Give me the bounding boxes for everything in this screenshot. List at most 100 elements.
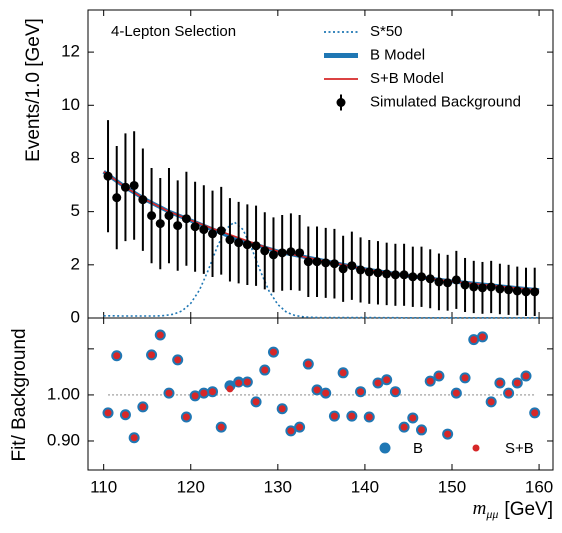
legend-label: S+B bbox=[505, 440, 534, 457]
data-point bbox=[512, 286, 522, 296]
data-point bbox=[469, 282, 479, 292]
data-point bbox=[190, 222, 200, 232]
data-point bbox=[295, 248, 305, 258]
data-point bbox=[409, 414, 417, 422]
data-point bbox=[321, 258, 331, 268]
data-point bbox=[444, 430, 452, 438]
data-point bbox=[164, 211, 174, 221]
data-point bbox=[155, 219, 165, 229]
data-point bbox=[260, 246, 270, 256]
data-point bbox=[296, 423, 304, 431]
annotation: 4-Lepton Selection bbox=[111, 23, 236, 40]
data-point bbox=[505, 389, 513, 397]
data-point bbox=[408, 272, 418, 282]
data-point bbox=[391, 388, 399, 396]
data-point bbox=[209, 388, 217, 396]
data-point bbox=[234, 238, 244, 248]
x-label-subscript: μμ bbox=[485, 507, 498, 521]
data-point bbox=[112, 193, 122, 203]
data-point bbox=[226, 385, 234, 393]
data-point bbox=[191, 392, 199, 400]
data-point bbox=[261, 366, 269, 374]
data-point bbox=[513, 379, 521, 387]
data-point bbox=[304, 360, 312, 368]
x-tick-label: 150 bbox=[438, 477, 466, 496]
y-tick-label: 8 bbox=[71, 148, 80, 167]
data-point bbox=[120, 182, 130, 192]
data-point bbox=[426, 377, 434, 385]
data-point bbox=[478, 333, 486, 341]
data-point bbox=[225, 235, 235, 245]
data-point bbox=[373, 268, 383, 278]
data-point bbox=[312, 257, 322, 267]
data-point bbox=[129, 180, 139, 190]
data-point bbox=[504, 285, 514, 295]
y-axis-label: Fit/ Background bbox=[9, 328, 30, 461]
data-point bbox=[208, 229, 218, 239]
data-point bbox=[495, 284, 505, 294]
x-axis-label: mμμ [GeV] bbox=[473, 498, 553, 520]
data-point bbox=[347, 261, 357, 271]
data-point bbox=[329, 259, 339, 269]
data-point bbox=[103, 171, 113, 181]
data-point bbox=[339, 369, 347, 377]
x-tick-label: 160 bbox=[525, 477, 553, 496]
data-point bbox=[181, 214, 191, 224]
legend-label: Simulated Background bbox=[370, 93, 521, 110]
data-point bbox=[277, 248, 287, 258]
data-point bbox=[251, 241, 261, 251]
data-point bbox=[182, 413, 190, 421]
data-point bbox=[452, 389, 460, 397]
x-tick-label: 110 bbox=[90, 477, 117, 496]
data-point bbox=[303, 257, 313, 267]
data-point bbox=[383, 376, 391, 384]
data-point bbox=[425, 274, 435, 284]
data-point bbox=[156, 331, 164, 339]
data-point bbox=[243, 378, 251, 386]
data-point bbox=[242, 240, 252, 250]
x-tick-label: 140 bbox=[351, 477, 379, 496]
data-point bbox=[399, 270, 409, 280]
data-point bbox=[470, 336, 478, 344]
data-point bbox=[138, 195, 148, 205]
data-point bbox=[418, 426, 426, 434]
data-point bbox=[148, 351, 156, 359]
x-label-unit: [GeV] bbox=[504, 499, 553, 520]
data-point bbox=[348, 412, 356, 420]
data-point bbox=[173, 221, 183, 231]
legend-label: B Model bbox=[370, 46, 425, 63]
data-point bbox=[216, 226, 226, 236]
data-point bbox=[390, 270, 400, 280]
y-tick-label: 10 bbox=[61, 95, 80, 114]
data-point bbox=[313, 386, 321, 394]
data-point bbox=[356, 265, 366, 275]
legend-label: S+B Model bbox=[370, 70, 444, 87]
data-point bbox=[460, 280, 470, 290]
data-point bbox=[121, 411, 129, 419]
data-point bbox=[461, 374, 469, 382]
data-point bbox=[496, 379, 504, 387]
data-point bbox=[278, 405, 286, 413]
data-point bbox=[139, 403, 147, 411]
model-line bbox=[103, 221, 540, 319]
y-tick-label: 12 bbox=[61, 42, 80, 61]
data-point bbox=[417, 272, 427, 282]
x-tick-label: 120 bbox=[177, 477, 205, 496]
data-point bbox=[147, 211, 157, 221]
legend-swatch bbox=[336, 98, 346, 107]
data-point bbox=[530, 287, 540, 297]
data-point bbox=[364, 267, 374, 277]
data-point bbox=[130, 434, 138, 442]
data-point bbox=[217, 423, 225, 431]
y-tick-label: 0 bbox=[71, 307, 80, 326]
legend-swatch bbox=[472, 444, 480, 452]
data-point bbox=[531, 409, 539, 417]
data-point bbox=[252, 398, 260, 406]
data-point bbox=[199, 225, 209, 235]
data-point bbox=[443, 278, 453, 288]
y-tick-label: 5 bbox=[71, 201, 80, 220]
data-point bbox=[174, 356, 182, 364]
data-point bbox=[330, 412, 338, 420]
y-axis-label: Events/1.0 [GeV] bbox=[23, 18, 44, 162]
